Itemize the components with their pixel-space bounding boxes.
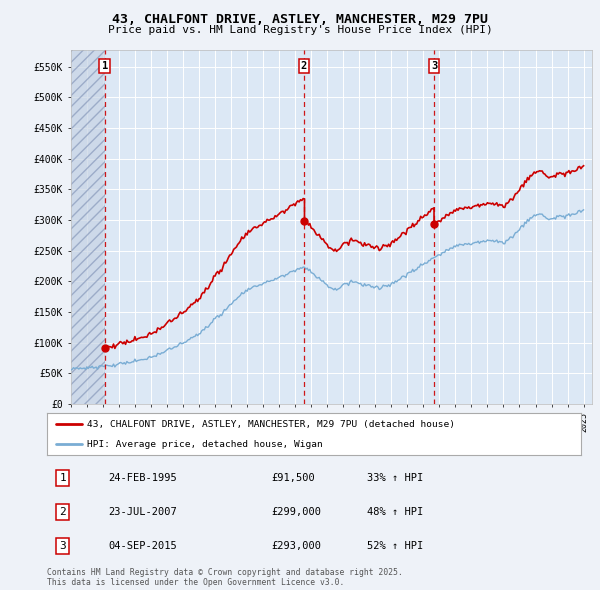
Text: Contains HM Land Registry data © Crown copyright and database right 2025.
This d: Contains HM Land Registry data © Crown c… xyxy=(47,568,403,587)
Text: 24-FEB-1995: 24-FEB-1995 xyxy=(108,473,177,483)
Text: 43, CHALFONT DRIVE, ASTLEY, MANCHESTER, M29 7PU (detached house): 43, CHALFONT DRIVE, ASTLEY, MANCHESTER, … xyxy=(87,420,455,429)
Text: 33% ↑ HPI: 33% ↑ HPI xyxy=(367,473,424,483)
Text: 1: 1 xyxy=(59,473,66,483)
Text: HPI: Average price, detached house, Wigan: HPI: Average price, detached house, Wiga… xyxy=(87,440,323,448)
Text: 52% ↑ HPI: 52% ↑ HPI xyxy=(367,541,424,551)
Text: 04-SEP-2015: 04-SEP-2015 xyxy=(108,541,177,551)
Text: 1: 1 xyxy=(101,61,108,71)
Text: 3: 3 xyxy=(59,541,66,551)
Text: 3: 3 xyxy=(431,61,437,71)
Text: 2: 2 xyxy=(301,61,307,71)
Text: 43, CHALFONT DRIVE, ASTLEY, MANCHESTER, M29 7PU: 43, CHALFONT DRIVE, ASTLEY, MANCHESTER, … xyxy=(112,13,488,26)
Text: 48% ↑ HPI: 48% ↑ HPI xyxy=(367,507,424,517)
Text: 2: 2 xyxy=(59,507,66,517)
Bar xyxy=(71,50,105,404)
Text: £91,500: £91,500 xyxy=(271,473,315,483)
Text: Price paid vs. HM Land Registry's House Price Index (HPI): Price paid vs. HM Land Registry's House … xyxy=(107,25,493,35)
Text: £293,000: £293,000 xyxy=(271,541,321,551)
Text: 23-JUL-2007: 23-JUL-2007 xyxy=(108,507,177,517)
Text: £299,000: £299,000 xyxy=(271,507,321,517)
